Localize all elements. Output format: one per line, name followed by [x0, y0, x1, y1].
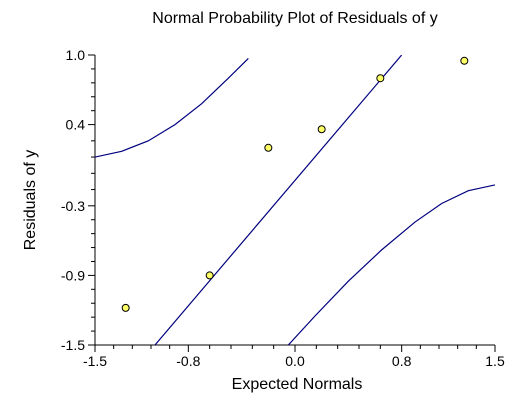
lower-confidence-band: [287, 184, 495, 345]
y-tick-label: -1.5: [61, 337, 85, 353]
chart-title: Normal Probability Plot of Residuals of …: [152, 10, 437, 27]
x-axis-label: Expected Normals: [232, 376, 363, 393]
x-tick-label: 0.0: [285, 353, 305, 369]
data-point: [317, 125, 326, 134]
y-tick-label: -0.3: [61, 198, 85, 214]
y-tick-label: 0.4: [66, 117, 86, 133]
data-point: [460, 56, 469, 65]
data-point: [376, 74, 385, 83]
x-tick-label: -0.8: [176, 353, 200, 369]
y-tick-label: -0.9: [61, 267, 85, 283]
data-point: [205, 271, 214, 280]
x-tick-label: -1.5: [83, 353, 107, 369]
data-point: [121, 303, 130, 312]
y-tick-label: 1.0: [66, 47, 86, 63]
x-tick-label: 0.8: [392, 353, 412, 369]
plot-content: -1.5 -0.9 -0.3 0.4 1.0 -1.5 -0.8 0.0 0.8 1.5: [61, 47, 505, 369]
upper-confidence-band: [95, 58, 249, 158]
data-point: [264, 143, 273, 152]
y-axis-label: Residuals of y: [22, 150, 39, 251]
reference-line: [154, 55, 403, 345]
x-tick-label: 1.5: [485, 353, 505, 369]
